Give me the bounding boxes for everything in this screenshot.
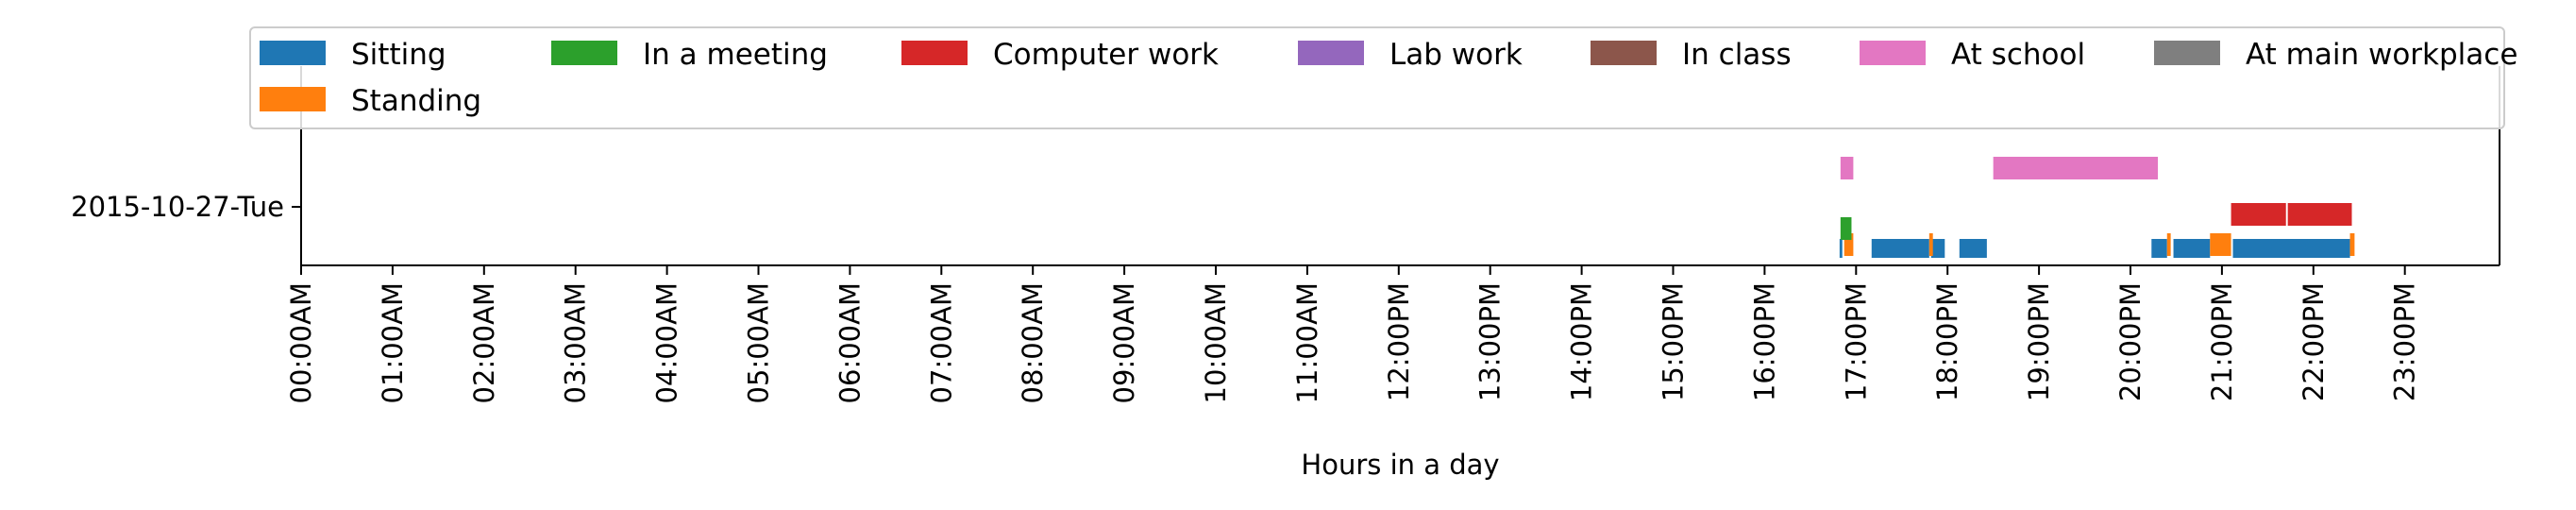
bar-in-a-meeting-0 [1840, 217, 1852, 240]
legend-label-lab-work: Lab work [1389, 38, 1523, 72]
x-axis-label: Hours in a day [1301, 449, 1499, 481]
bar-sitting-0 [1839, 239, 1843, 258]
x-tick-label-0: 00:00AM [285, 282, 317, 403]
bar-standing-2 [2166, 233, 2171, 256]
x-tick-label-6: 06:00AM [833, 282, 866, 403]
x-tick-label-12: 12:00PM [1383, 282, 1415, 401]
legend-label-at-main-workplace: At main workplace [2246, 38, 2517, 72]
x-tick-label-8: 08:00AM [1017, 282, 1049, 403]
x-tick-label-19: 19:00PM [2023, 282, 2055, 401]
bar-computer-work-1 [2287, 203, 2352, 226]
x-tick-label-3: 03:00AM [560, 282, 592, 403]
x-tick-label-4: 04:00AM [651, 282, 683, 403]
legend-swatch-computer-work [901, 41, 968, 65]
bar-at-school-0 [1840, 157, 1854, 179]
legend-label-computer-work: Computer work [993, 38, 1219, 72]
legend-label-in-class: In class [1682, 38, 1792, 72]
legend-label-standing: Standing [351, 84, 481, 118]
x-tick-label-5: 05:00AM [743, 282, 775, 403]
x-tick-label-9: 09:00AM [1108, 282, 1140, 403]
legend-swatch-at-main-workplace [2154, 41, 2220, 65]
bar-sitting-3 [1959, 239, 1987, 258]
legend-swatch-at-school [1860, 41, 1926, 65]
bar-standing-4 [2349, 233, 2355, 256]
legend-swatch-sitting [260, 41, 326, 65]
x-tick-label-14: 14:00PM [1566, 282, 1598, 401]
bar-standing-1 [1928, 233, 1933, 256]
x-tick-label-16: 16:00PM [1748, 282, 1780, 401]
legend-swatch-in-class [1591, 41, 1657, 65]
x-axis-ticks: 00:00AM 01:00AM 02:00AM 03:00AM 04:00AM 05:00… [285, 265, 2421, 403]
bar-sitting-5 [2173, 239, 2211, 258]
legend-swatch-standing [260, 87, 326, 111]
bar-sitting-6 [2232, 239, 2350, 258]
y-axis-ticks: 2015-10-27-Tue [71, 191, 301, 223]
x-tick-label-18: 18:00PM [1931, 282, 1963, 401]
x-tick-label-7: 07:00AM [925, 282, 957, 403]
x-tick-label-10: 10:00AM [1200, 282, 1232, 403]
x-tick-label-2: 02:00AM [468, 282, 500, 403]
bar-sitting-2 [1930, 239, 1945, 258]
legend-frame [249, 26, 2505, 129]
x-tick-label-21: 21:00PM [2206, 282, 2238, 401]
x-tick-label-20: 20:00PM [2114, 282, 2147, 401]
bar-sitting-4 [2151, 239, 2167, 258]
legend: Sitting Standing In a meeting Computer work… [249, 26, 2517, 129]
legend-label-in-a-meeting: In a meeting [643, 38, 828, 72]
bar-computer-work-0 [2231, 203, 2286, 226]
legend-label-at-school: At school [1951, 38, 2085, 72]
bar-at-school-1 [1993, 157, 2159, 179]
legend-label-sitting: Sitting [351, 38, 446, 72]
activity-bars [1839, 157, 2355, 258]
legend-swatch-lab-work [1298, 41, 1364, 65]
bar-sitting-1 [1871, 239, 1929, 258]
legend-swatch-in-a-meeting [551, 41, 617, 65]
bar-standing-0 [1844, 233, 1854, 256]
x-tick-label-22: 22:00PM [2298, 282, 2330, 401]
x-tick-label-17: 17:00PM [1840, 282, 1872, 401]
y-tick-label-0: 2015-10-27-Tue [71, 191, 284, 223]
x-tick-label-13: 13:00PM [1474, 282, 1507, 401]
x-tick-label-23: 23:00PM [2389, 282, 2421, 401]
bar-standing-3 [2210, 233, 2231, 256]
x-tick-label-11: 11:00AM [1291, 282, 1323, 403]
x-tick-label-15: 15:00PM [1658, 282, 1690, 401]
x-tick-label-1: 01:00AM [377, 282, 409, 403]
